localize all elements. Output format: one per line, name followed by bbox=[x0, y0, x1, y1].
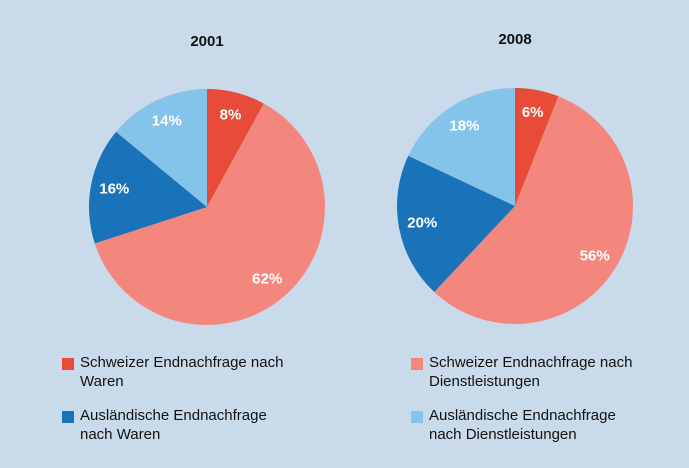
legend-swatch bbox=[411, 358, 423, 370]
chart-title: 2008 bbox=[498, 31, 531, 48]
slice-label: 16% bbox=[99, 180, 129, 197]
slice-label: 8% bbox=[220, 107, 242, 124]
slice-label: 56% bbox=[580, 248, 610, 265]
legend-swatch bbox=[62, 411, 74, 423]
slice-label: 14% bbox=[152, 113, 182, 130]
chart-title: 2001 bbox=[190, 33, 223, 50]
legend-label: Ausländische Endnachfrage nach Dienstlei… bbox=[429, 407, 616, 443]
slice-label: 62% bbox=[252, 271, 282, 288]
pie-slice bbox=[94, 103, 325, 325]
legend-swatch bbox=[62, 358, 74, 370]
legend-label: Schweizer Endnachfrage nach Dienstleistu… bbox=[429, 354, 633, 390]
pie-slice bbox=[408, 88, 515, 206]
slice-label: 20% bbox=[407, 215, 437, 232]
slice-label: 18% bbox=[449, 117, 479, 134]
pie-slice bbox=[116, 89, 207, 207]
legend-swatch bbox=[411, 411, 423, 423]
pie-slice bbox=[89, 131, 207, 244]
pie-slice bbox=[434, 96, 633, 324]
legend-label: Ausländische Endnachfrage nach Waren bbox=[80, 407, 267, 443]
pie-slice bbox=[397, 155, 515, 293]
pie-slice bbox=[515, 88, 559, 206]
legend-label: Schweizer Endnachfrage nach Waren bbox=[80, 354, 284, 390]
pie-slice bbox=[207, 89, 264, 207]
slice-label: 6% bbox=[522, 104, 544, 121]
